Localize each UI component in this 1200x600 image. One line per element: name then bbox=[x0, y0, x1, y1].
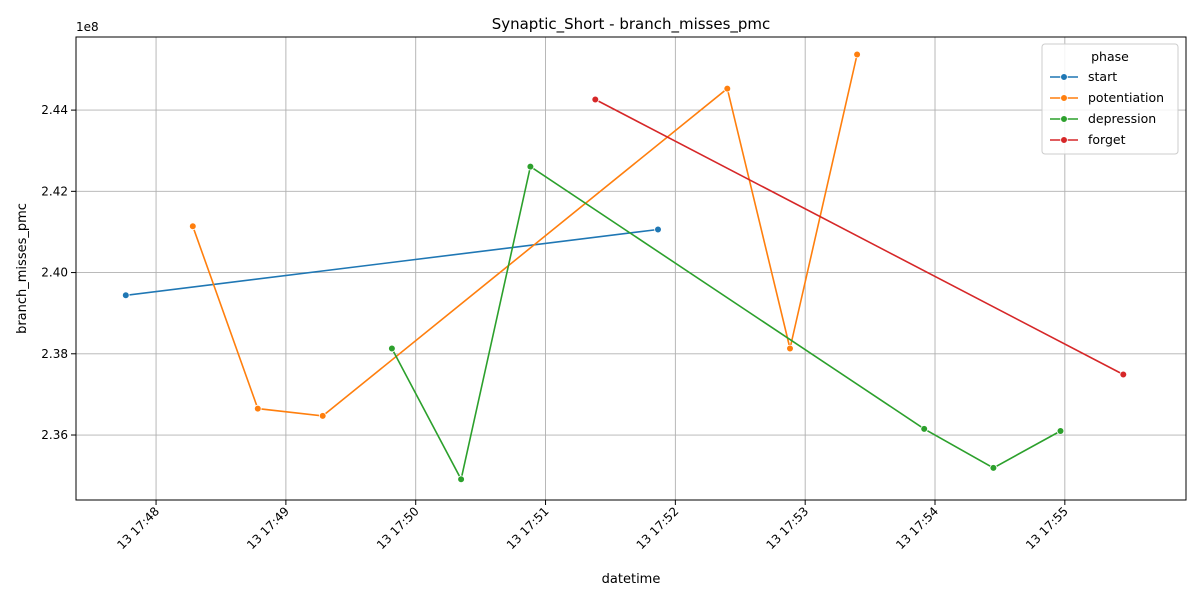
x-tick-label: 13 17:55 bbox=[1023, 504, 1071, 552]
data-point-depression bbox=[989, 464, 998, 472]
data-point-potentiation bbox=[786, 344, 794, 353]
y-axis-title: branch_misses_pmc bbox=[15, 203, 30, 334]
legend-label: depression bbox=[1088, 111, 1156, 126]
y-tick-label: 2.38 bbox=[41, 347, 68, 361]
data-point-start bbox=[654, 225, 662, 234]
series-line-potentiation bbox=[192, 54, 858, 417]
legend-item-start: start bbox=[1050, 69, 1117, 84]
series-potentiation bbox=[189, 50, 861, 420]
x-tick-label: 13 17:49 bbox=[244, 504, 292, 552]
data-point-forget bbox=[1119, 370, 1128, 379]
axes: 13 17:48 13 17:49 13 17:50 13 17:51 13 17:52… bbox=[41, 36, 1187, 552]
y-tick-label: 2.42 bbox=[41, 184, 68, 198]
legend-label: start bbox=[1088, 69, 1117, 84]
x-tick-label: 13 17:51 bbox=[504, 504, 552, 552]
data-point-depression bbox=[920, 425, 928, 433]
legend-label: forget bbox=[1088, 132, 1126, 147]
chart-title: Synaptic_Short - branch_misses_pmc bbox=[492, 15, 771, 34]
data-point-forget bbox=[591, 95, 600, 104]
data-point-start bbox=[122, 291, 130, 300]
legend-swatch-marker bbox=[1060, 73, 1068, 81]
data-point-potentiation bbox=[318, 412, 327, 420]
data-point-potentiation bbox=[189, 222, 197, 231]
x-tick-label: 13 17:52 bbox=[634, 504, 682, 552]
data-point-depression bbox=[526, 162, 535, 171]
legend-title: phase bbox=[1091, 49, 1129, 64]
legend-swatch-marker bbox=[1060, 115, 1068, 123]
data-point-potentiation bbox=[723, 84, 732, 93]
y-tick-label: 2.40 bbox=[41, 266, 68, 280]
series-line-depression bbox=[391, 165, 1061, 482]
series-depression bbox=[388, 162, 1065, 484]
x-tick-label: 13 17:53 bbox=[763, 504, 811, 552]
y-tick-label: 2.36 bbox=[41, 428, 68, 442]
series-start bbox=[122, 225, 662, 300]
data-point-depression bbox=[457, 475, 465, 484]
series-line-start bbox=[125, 228, 659, 297]
y-tick-label: 2.44 bbox=[41, 103, 68, 117]
legend-box bbox=[1041, 43, 1179, 155]
data-point-depression bbox=[388, 344, 396, 353]
legend-swatch-marker bbox=[1060, 94, 1068, 102]
data-point-potentiation bbox=[853, 50, 861, 59]
legend-item-potentiation: potentiation bbox=[1050, 90, 1164, 105]
series-lines bbox=[122, 50, 1128, 484]
series-line-forget bbox=[594, 98, 1124, 376]
legend-item-depression: depression bbox=[1050, 111, 1156, 126]
data-point-depression bbox=[1056, 427, 1065, 435]
data-point-potentiation bbox=[253, 404, 262, 413]
x-tick-label: 13 17:48 bbox=[114, 504, 162, 552]
legend-swatch-marker bbox=[1060, 136, 1068, 144]
legend: phase start potentiation depression forget bbox=[1041, 43, 1179, 155]
grid bbox=[76, 37, 1186, 500]
series-forget bbox=[591, 95, 1128, 379]
legend-label: potentiation bbox=[1088, 90, 1164, 105]
x-tick-label: 13 17:50 bbox=[374, 504, 422, 552]
legend-item-forget: forget bbox=[1050, 132, 1126, 147]
x-tick-label: 13 17:54 bbox=[893, 504, 941, 552]
y-axis-scale-label: 1e8 bbox=[76, 20, 99, 34]
plot-frame bbox=[75, 36, 1187, 501]
x-axis-title: datetime bbox=[602, 572, 661, 587]
